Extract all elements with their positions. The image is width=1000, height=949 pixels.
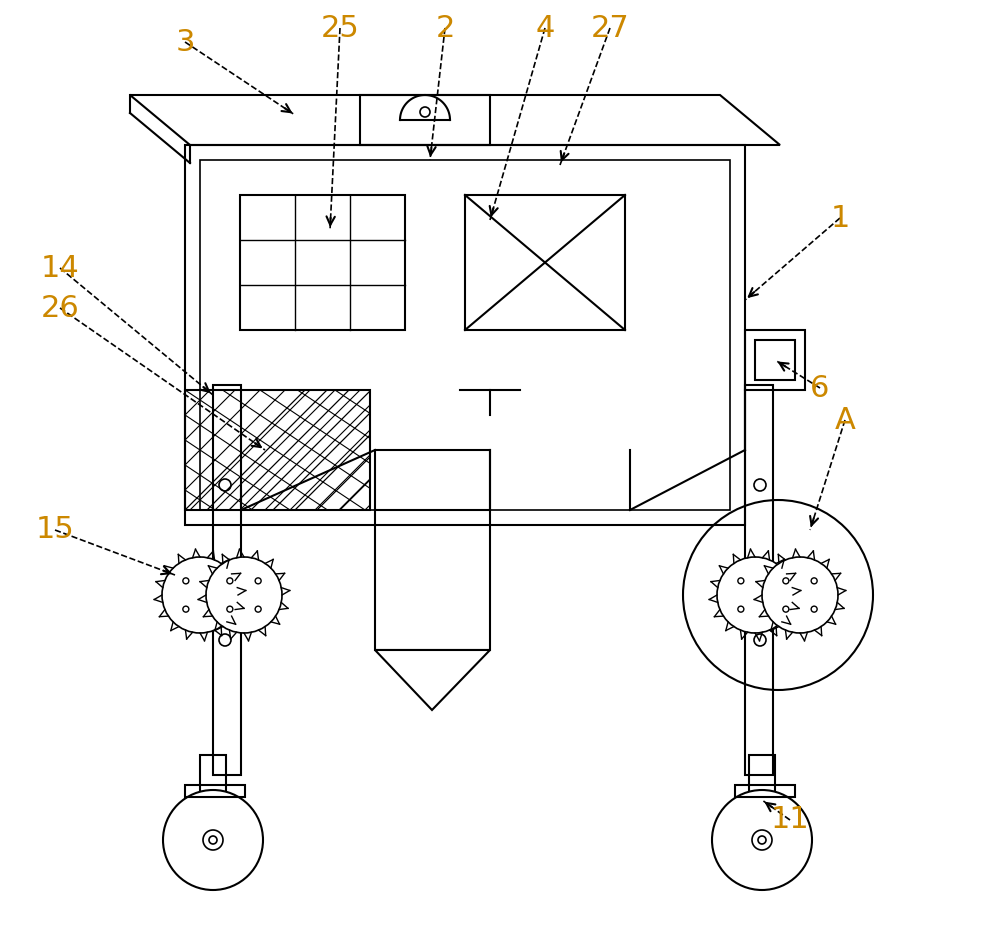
- Circle shape: [766, 606, 772, 612]
- Circle shape: [219, 479, 231, 491]
- Circle shape: [227, 578, 233, 584]
- Text: 15: 15: [36, 515, 74, 545]
- Text: A: A: [835, 405, 855, 435]
- Polygon shape: [375, 650, 490, 710]
- Circle shape: [738, 578, 744, 584]
- Circle shape: [738, 606, 744, 612]
- Bar: [185, 785, 245, 797]
- Circle shape: [163, 790, 263, 890]
- Circle shape: [183, 578, 189, 584]
- Circle shape: [255, 606, 261, 612]
- Bar: [745, 385, 773, 775]
- Polygon shape: [130, 95, 780, 145]
- Circle shape: [712, 790, 812, 890]
- Text: 26: 26: [41, 293, 79, 323]
- Text: 25: 25: [321, 13, 359, 43]
- Circle shape: [206, 557, 282, 633]
- Circle shape: [754, 634, 766, 646]
- Circle shape: [211, 578, 217, 584]
- Bar: [200, 755, 226, 800]
- Circle shape: [754, 479, 766, 491]
- Text: 6: 6: [810, 374, 830, 402]
- Bar: [755, 340, 795, 380]
- Circle shape: [717, 557, 793, 633]
- Bar: [735, 785, 795, 797]
- Text: 27: 27: [591, 13, 629, 43]
- Circle shape: [783, 606, 789, 612]
- Text: 14: 14: [41, 253, 79, 283]
- Circle shape: [227, 606, 233, 612]
- Circle shape: [255, 578, 261, 584]
- Circle shape: [162, 557, 238, 633]
- Bar: [213, 385, 241, 775]
- Bar: [749, 755, 775, 800]
- Circle shape: [783, 578, 789, 584]
- Text: 1: 1: [830, 203, 850, 233]
- Circle shape: [752, 830, 772, 850]
- Text: 11: 11: [771, 806, 809, 834]
- Text: 2: 2: [435, 13, 455, 43]
- Circle shape: [811, 606, 817, 612]
- Circle shape: [211, 606, 217, 612]
- Bar: [240, 195, 405, 330]
- Bar: [185, 145, 745, 525]
- Circle shape: [203, 830, 223, 850]
- Bar: [745, 330, 805, 390]
- Text: 3: 3: [175, 28, 195, 57]
- Circle shape: [758, 836, 766, 844]
- Text: 4: 4: [535, 13, 555, 43]
- Bar: [360, 95, 490, 145]
- Bar: [375, 450, 490, 650]
- Circle shape: [762, 557, 838, 633]
- Bar: [185, 390, 370, 510]
- Circle shape: [209, 836, 217, 844]
- Circle shape: [766, 578, 772, 584]
- Circle shape: [219, 634, 231, 646]
- Circle shape: [183, 606, 189, 612]
- Bar: [200, 160, 730, 510]
- Circle shape: [420, 107, 430, 117]
- Bar: [465, 195, 625, 330]
- Circle shape: [811, 578, 817, 584]
